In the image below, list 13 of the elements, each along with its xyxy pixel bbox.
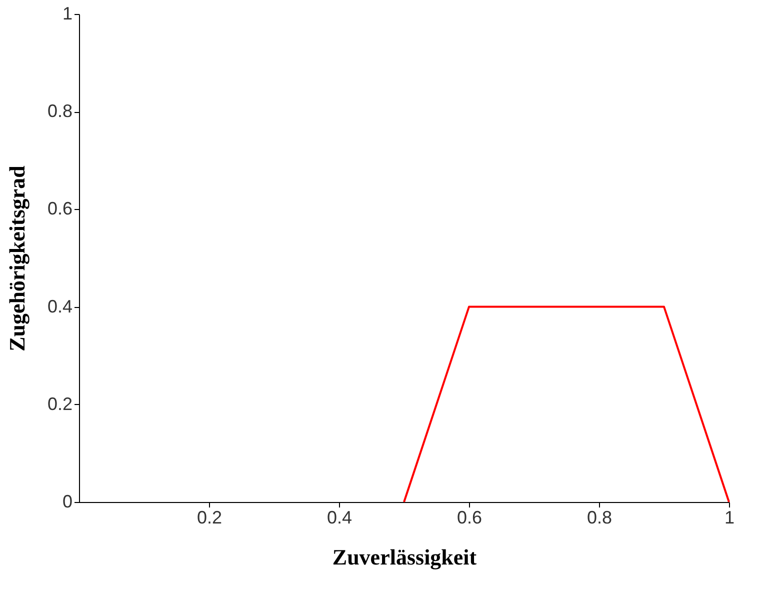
- x-tick-label: 0.2: [196, 508, 222, 528]
- x-tick-label: 0.6: [456, 508, 482, 528]
- y-tick-label: 0.8: [47, 101, 72, 122]
- y-tick-label: 1: [62, 4, 72, 24]
- y-tick-label: 0: [62, 492, 72, 512]
- y-axis-title: Zugehörigkeitsgrad: [4, 166, 30, 352]
- x-axis-title: Zuverlässigkeit: [332, 544, 478, 570]
- y-tick-label: 0.2: [47, 394, 72, 414]
- x-tick-label: 0.4: [326, 508, 352, 528]
- x-tick-label: 1: [724, 508, 735, 528]
- y-tick-label: 0.6: [47, 198, 72, 219]
- y-tick-label: 0.4: [47, 296, 72, 316]
- x-tick-label: 0.8: [586, 508, 612, 528]
